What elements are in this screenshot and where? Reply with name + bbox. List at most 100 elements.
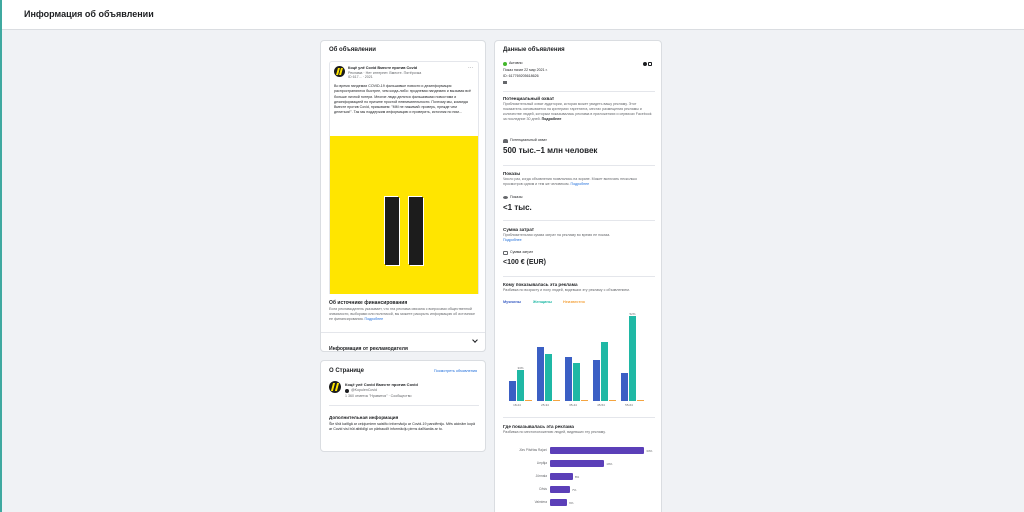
impressions-label: Показы <box>510 195 523 199</box>
advertiser-info-title: Информация от рекламодателя <box>329 346 408 352</box>
bar-Мужчины-55-64[interactable] <box>621 373 628 401</box>
region-label: Cēsis <box>539 487 547 491</box>
bar-Мужчины-45-54[interactable] <box>593 360 600 401</box>
reach-value: 500 тыс.–1 млн человек <box>503 146 598 155</box>
extra-info-text: Šie šīrā kaitīgā ar ceļojumiem saistīto … <box>329 422 476 431</box>
age-tick-label: 45-54 <box>597 403 605 407</box>
where-shown-title: Где показывалась эта реклама <box>503 424 574 429</box>
funding-text: Если рекламодатель указывает, что эта ре… <box>329 307 476 321</box>
region-value-label: 6% <box>569 501 574 505</box>
left-accent-bar <box>0 0 2 512</box>
reach-more-link[interactable]: Подробнее <box>541 117 562 121</box>
platform-facebook-icon <box>643 62 647 66</box>
bar-value-label: 52% <box>629 311 636 316</box>
divider <box>321 332 485 333</box>
bar-Неизвестно-45-54[interactable] <box>609 400 616 401</box>
legend-item[interactable]: Женщины <box>533 300 552 304</box>
divider <box>503 417 655 418</box>
page-title: Информация об объявлении <box>24 9 154 19</box>
age-axis: 18-24 25-34 35-44 45-54 55-64 <box>507 403 647 409</box>
bar-Мужчины-18-24[interactable] <box>509 381 516 401</box>
ad-data-card: Данные объявления Активно Показ начат 22… <box>494 40 662 512</box>
status-icon <box>503 62 507 66</box>
region-label: Valmiera <box>534 500 547 504</box>
extra-info-title: Дополнительная информация <box>329 415 399 420</box>
about-ad-title: Об объявлении <box>329 47 376 53</box>
bar-Неизвестно-18-24[interactable] <box>525 400 532 401</box>
bar-Мужчины-35-44[interactable] <box>565 356 572 401</box>
ad-subtitle: Реклама · Нет интернет. Вместе. Пятёрочк… <box>348 71 422 75</box>
region-label: Liepāja <box>536 461 547 465</box>
spend-label: Сумма затрат <box>510 250 534 254</box>
who-saw-desc: Разбивка по возрасту и полу людей, видев… <box>503 288 630 292</box>
platform-instagram-icon <box>648 62 652 66</box>
spend-value: <100 € (EUR) <box>503 259 546 266</box>
bar-Женщины-55-64[interactable] <box>629 315 636 401</box>
reach-title: Потенциальный охват <box>503 96 555 101</box>
spend-desc: Приблизительная сумма затрат на рекламу … <box>503 233 611 237</box>
divider <box>503 165 655 166</box>
pause-mark-icon <box>383 197 427 265</box>
ad-image <box>330 136 478 324</box>
age-tick-label: 25-34 <box>541 403 549 407</box>
about-page-card: О Странице Посмотреть объявления Коцё ул… <box>320 360 486 452</box>
people-icon <box>503 139 508 143</box>
page-name[interactable]: Коцё улё Covid Вместе против Covid <box>345 382 418 387</box>
age-tick-label: 55-64 <box>625 403 633 407</box>
ad-body-text: Во время пандемии COVID-19 фальшивые нов… <box>334 84 471 115</box>
funding-more-link[interactable]: Подробнее <box>364 317 384 321</box>
bar-Неизвестно-35-44[interactable] <box>581 400 588 401</box>
ad-menu-icon[interactable]: ··· <box>468 65 473 71</box>
view-ads-link[interactable]: Посмотреть объявления <box>433 369 477 373</box>
where-shown-desc: Разбивка по местоположению людей, видевш… <box>503 430 606 434</box>
ad-data-title: Данные объявления <box>503 47 565 53</box>
bar-Женщины-45-54[interactable] <box>601 342 608 401</box>
ad-id: ID: 617769205618626 <box>503 74 539 78</box>
funding-card: Об источнике финансирования Если рекламо… <box>320 294 486 352</box>
region-value-label: 33% <box>646 449 653 453</box>
impressions-more-link[interactable]: Подробнее <box>570 182 590 186</box>
eye-icon <box>503 196 508 199</box>
advertiser-name[interactable]: Коцё улё Covid Вместе против Covid <box>348 66 418 70</box>
who-saw-title: Кому показывалась эта реклама <box>503 282 578 287</box>
bar-Женщины-18-24[interactable] <box>517 369 524 401</box>
age-tick-label: 18-24 <box>513 403 521 407</box>
advertiser-avatar[interactable] <box>334 66 345 77</box>
region-bar[interactable] <box>550 460 605 467</box>
region-chart: Jūrs Pilsētas Rajoni 33% Liepāja 19% Jūrmala… <box>503 443 655 512</box>
bar-Неизвестно-55-64[interactable] <box>637 400 644 401</box>
ad-preview: Коцё улё Covid Вместе против Covid Рекла… <box>329 61 479 325</box>
region-label: Jūrmala <box>535 474 547 478</box>
divider <box>503 91 655 92</box>
impressions-desc: Число раз, когда объявления появлялись н… <box>503 177 638 186</box>
ad-start-date: Показ начат 22 мар 2021 г. <box>503 68 548 72</box>
bar-value-label: 33% <box>517 365 524 370</box>
bar-Мужчины-25-34[interactable] <box>537 347 544 401</box>
funding-title: Об источнике финансирования <box>329 300 408 306</box>
legend-item[interactable]: Мужчины <box>503 300 521 304</box>
top-bar: Информация об объявлении <box>2 0 1024 30</box>
page-avatar[interactable] <box>329 381 341 393</box>
divider <box>329 405 479 406</box>
chevron-down-icon <box>472 337 478 343</box>
region-bar[interactable] <box>550 447 645 454</box>
age-tick-label: 35-44 <box>569 403 577 407</box>
region-bar[interactable] <box>550 486 570 493</box>
spend-title: Сумма затрат <box>503 227 535 232</box>
region-label: Jūrs Pilsētas Rajoni <box>519 448 547 452</box>
status-badge: Активно <box>509 61 523 65</box>
ad-meta: ID 617... · 2021 <box>348 75 373 79</box>
bar-Женщины-35-44[interactable] <box>573 363 580 401</box>
bar-Женщины-25-34[interactable] <box>545 353 552 401</box>
bar-Неизвестно-25-34[interactable] <box>553 400 560 401</box>
region-bar[interactable] <box>550 473 573 480</box>
money-icon <box>503 251 508 255</box>
reach-desc: Приблизительный охват аудитории, которая… <box>503 102 652 121</box>
spend-more-link[interactable]: Подробнее <box>503 238 522 242</box>
advertiser-info-toggle[interactable]: Информация от рекламодателя <box>329 337 479 351</box>
region-value-label: 19% <box>606 462 613 466</box>
region-bar[interactable] <box>550 499 568 506</box>
reach-label: Потенциальный охват <box>510 138 547 142</box>
impressions-title: Показы <box>503 171 521 176</box>
legend-item[interactable]: Неизвестно <box>563 300 586 304</box>
